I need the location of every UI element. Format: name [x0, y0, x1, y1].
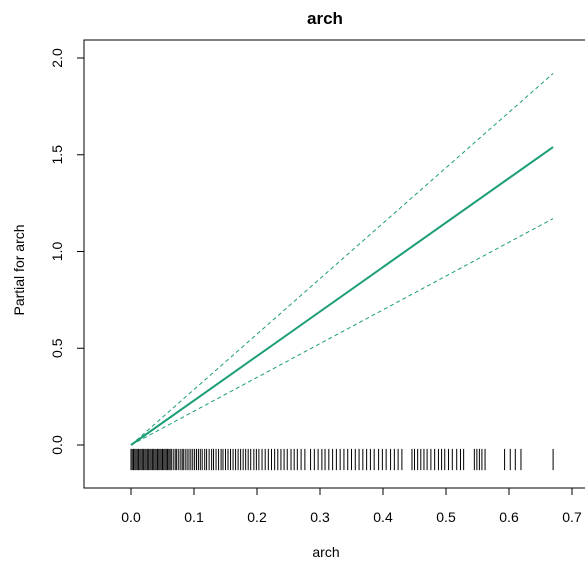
x-tick-label: 0.0: [121, 509, 141, 525]
y-tick-label: 1.0: [49, 242, 65, 262]
x-axis: 0.0 0.1 0.2 0.3 0.4 0.5 0.6 0.7: [121, 487, 582, 525]
confidence-band-line: [130, 73, 554, 446]
x-axis-label: arch: [312, 544, 339, 560]
rug-plot: [130, 448, 554, 471]
fitted-line: [130, 146, 554, 446]
x-tick-label: 0.1: [184, 509, 204, 525]
x-tick-label: 0.4: [373, 509, 393, 525]
confidence-band-line: [130, 218, 554, 446]
y-axis: 0.0 0.5 1.0 1.5 2.0: [49, 48, 85, 455]
y-tick-label: 1.5: [49, 145, 65, 165]
x-tick-label: 0.7: [562, 509, 582, 525]
x-tick-label: 0.5: [436, 509, 456, 525]
y-tick-label: 2.0: [49, 48, 65, 68]
y-axis-label: Partial for arch: [11, 224, 27, 315]
y-tick-label: 0.5: [49, 338, 65, 358]
series-lines: [130, 73, 554, 446]
x-tick-label: 0.6: [499, 509, 519, 525]
x-tick-label: 0.2: [247, 509, 267, 525]
chart-title: arch: [307, 9, 343, 28]
x-tick-label: 0.3: [310, 509, 330, 525]
y-tick-label: 0.0: [49, 435, 65, 455]
